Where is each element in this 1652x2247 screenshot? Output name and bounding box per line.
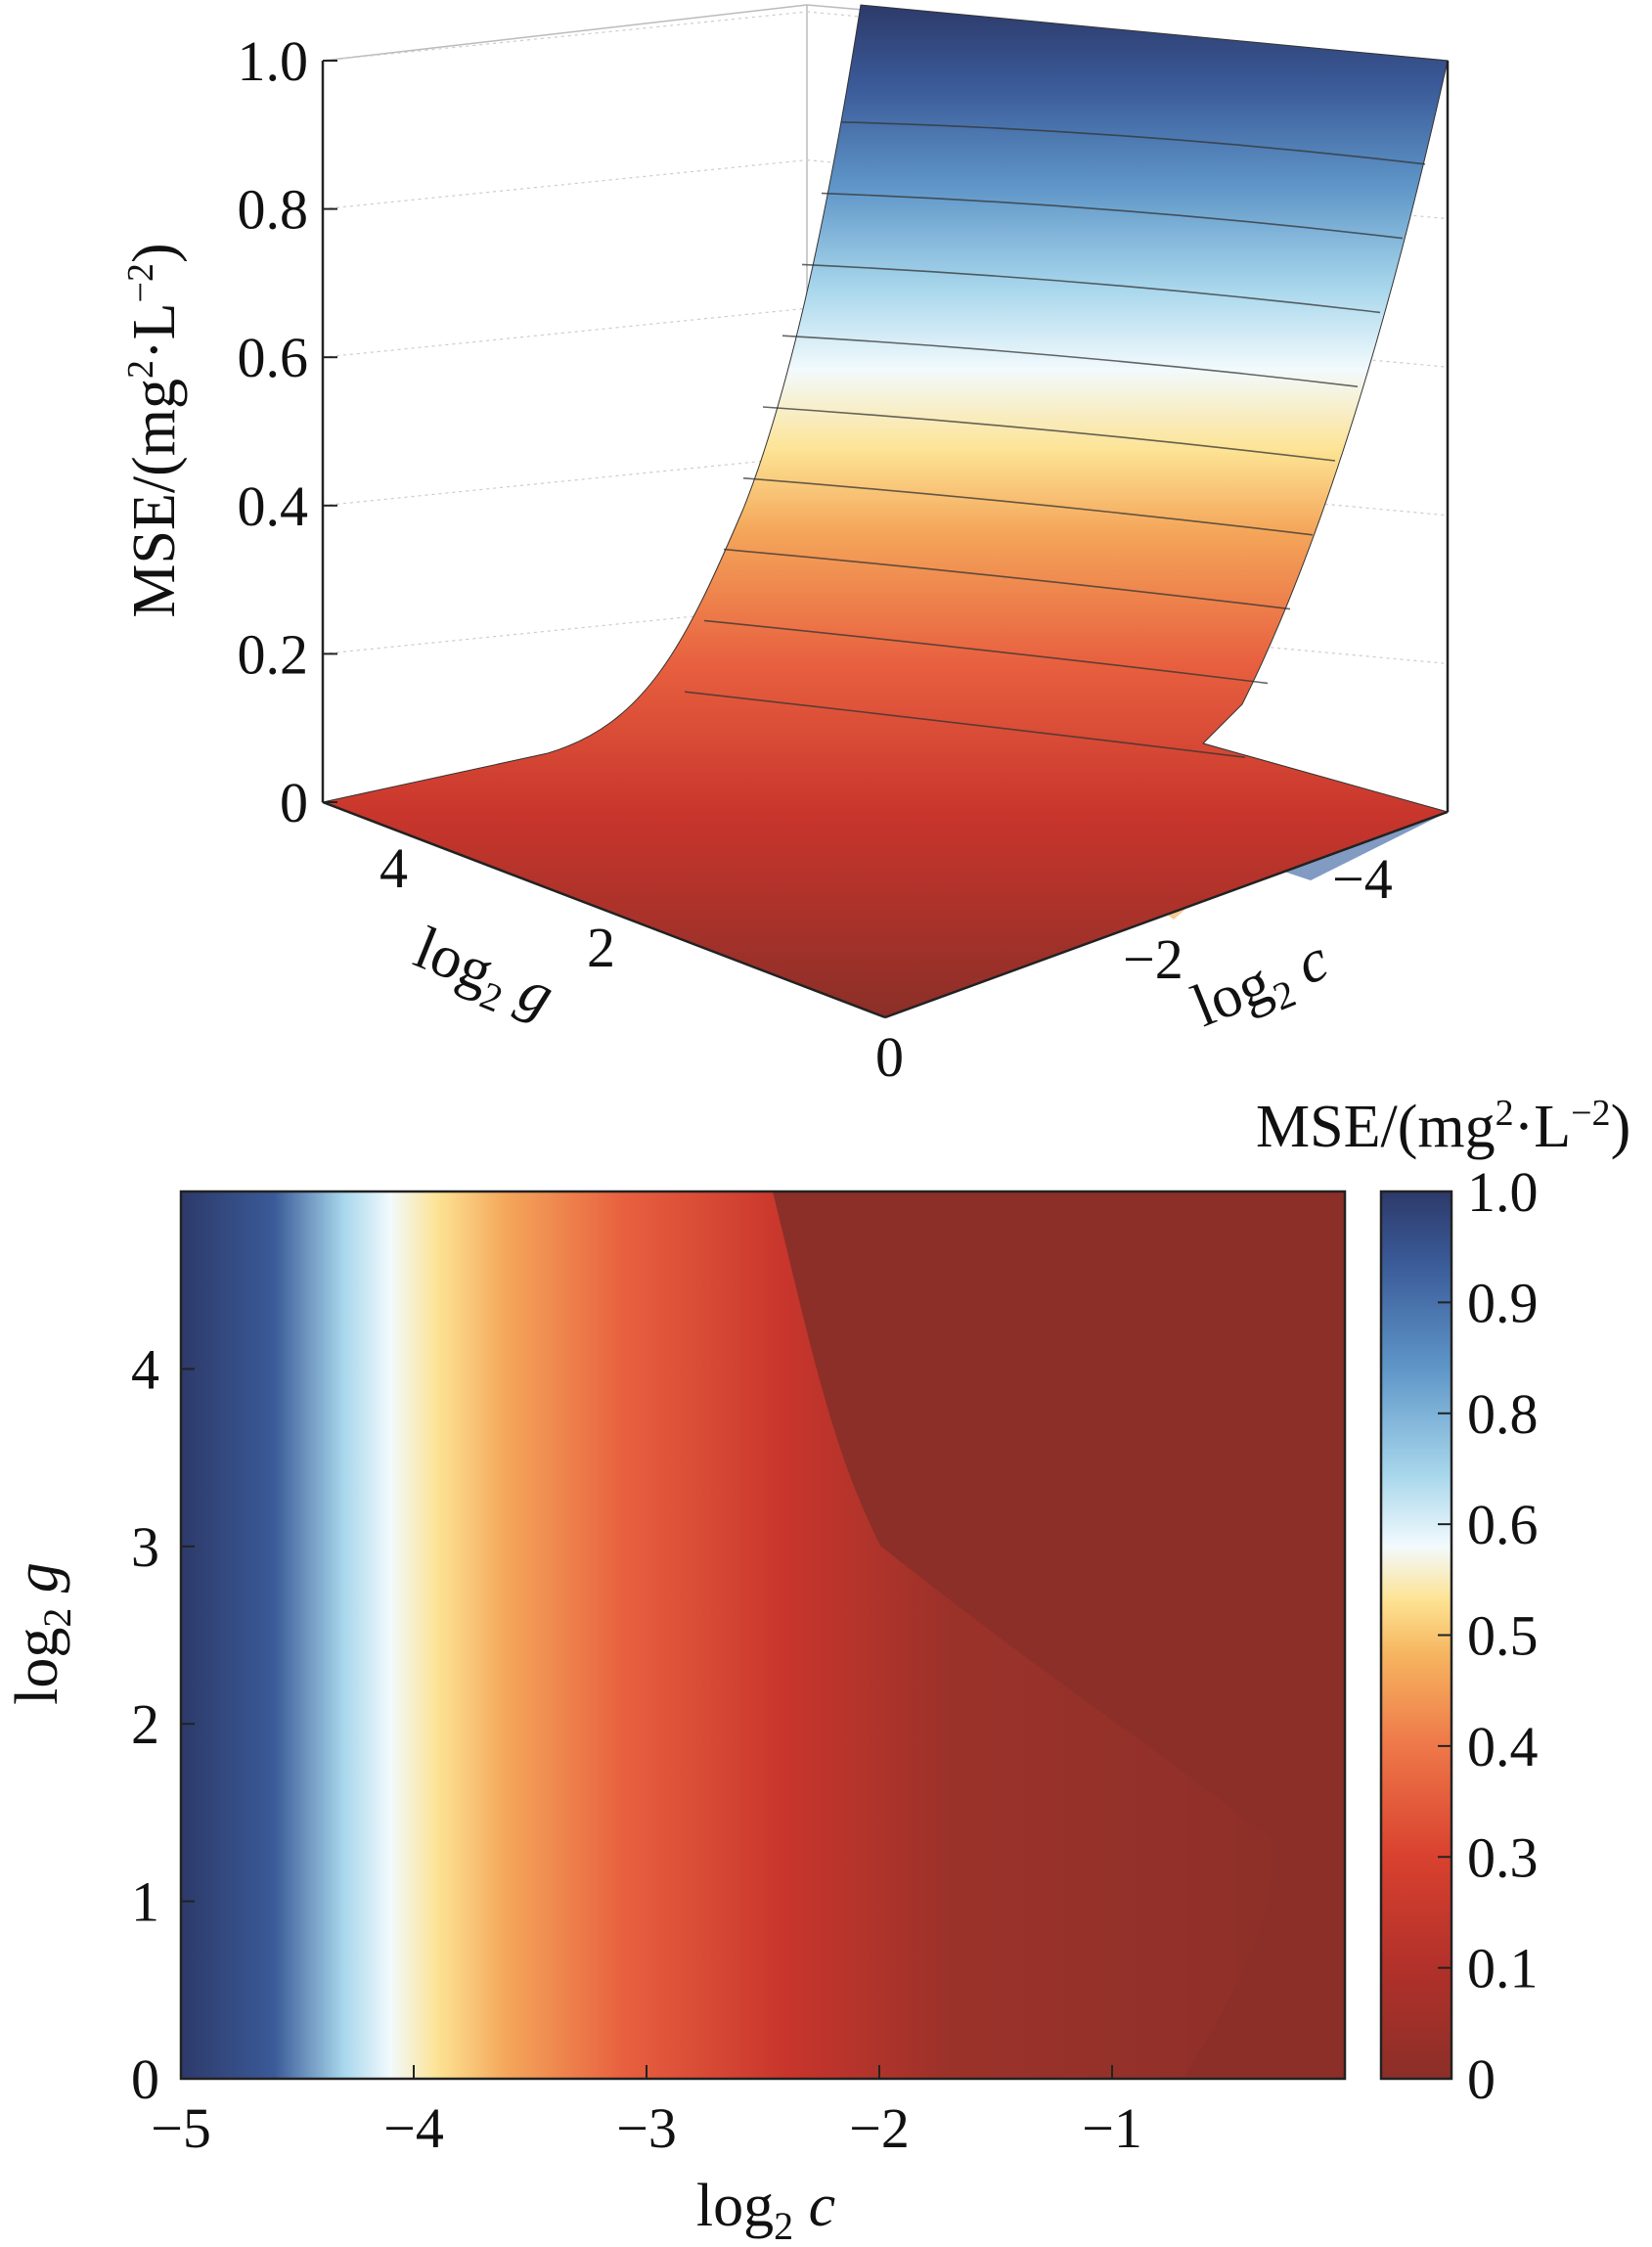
heatmap-x-ticks: −5 −4 −3 −2 −1 [151, 2065, 1142, 2160]
surface-contour-lines [684, 121, 1426, 758]
colorbar-tick-label: 0 [1467, 2047, 1496, 2111]
colorbar-tick-label: 0.1 [1467, 1937, 1539, 2000]
heatmap-frame [179, 1190, 1347, 2081]
mse-surface [321, 4, 1450, 1018]
y-axis-ticks: −4 −2 [1123, 847, 1393, 991]
surface-plot: 0 0.2 0.4 0.6 0.8 1.0 MSE/(mg2·L−2) 4 2 0 log… [120, 4, 1450, 1089]
z-gridline [322, 11, 808, 62]
z-tick-label: 0 [280, 771, 308, 834]
heatmap-y-ticks: 0 1 2 3 4 [131, 1337, 195, 2111]
surface-contour [821, 192, 1404, 240]
surface-contour [762, 406, 1336, 462]
x-tick-2: 2 [587, 916, 615, 979]
x-tick-4: 4 [380, 836, 408, 900]
surface-contour [742, 477, 1314, 536]
colorbar-tick-label: 0.9 [1467, 1271, 1539, 1334]
surface-contour [684, 691, 1246, 758]
y-axis-title: log2 c [1183, 926, 1341, 1049]
heatmap-y-tick-label: 1 [131, 1870, 159, 1934]
z-gridline [322, 307, 808, 358]
z-gridline [322, 456, 808, 507]
surface-contour [840, 121, 1426, 165]
surface-contour [703, 619, 1269, 685]
heatmap-y-tick-label: 2 [131, 1692, 159, 1756]
colorbar-tick-label: 1.0 [1467, 1160, 1539, 1224]
colorbar-tick-label: 0.3 [1467, 1825, 1539, 1889]
surface-contour [801, 263, 1381, 314]
z-axis-title: MSE/(mg2·L−2) [120, 243, 188, 617]
y-tick-minus4: −4 [1332, 847, 1393, 911]
heatmap-x-tick-label: −2 [849, 2096, 910, 2160]
x-axis-ticks: 4 2 0 [380, 836, 904, 1089]
z-gridline [806, 604, 1449, 664]
x-axis-title: log2 g [402, 915, 562, 1038]
colorbar-tick-label: 0.5 [1467, 1604, 1539, 1668]
colorbar-ticks: 0 0.1 0.3 0.4 0.5 0.6 0.8 0.9 1.0 [1438, 1160, 1539, 2111]
z-gridline [806, 456, 1449, 517]
colorbar-title: MSE/(mg2·L−2) [1256, 1093, 1630, 1160]
heatmap-x-tick-label: −3 [616, 2096, 677, 2160]
z-tick-label: 0.8 [238, 178, 309, 242]
z-tick-label: 1.0 [238, 29, 309, 93]
heatmap-y-tick-label: 4 [131, 1337, 159, 1401]
surface-contour [781, 335, 1359, 387]
surface-contour [723, 548, 1291, 610]
heatmap-plot: −5 −4 −3 −2 −1 0 1 2 3 4 log2 c log2 g 0 0.1 0.3 0.… [4, 1093, 1630, 2247]
heatmap-x-tick-label: −5 [151, 2096, 211, 2160]
z-axis-ticks: 0 0.2 0.4 0.6 0.8 1.0 [238, 29, 337, 834]
heatmap-y-tick-label: 3 [131, 1515, 159, 1579]
z-tick-label: 0.4 [238, 474, 309, 538]
heatmap-y-tick-label: 0 [131, 2047, 159, 2111]
y-tick-minus2: −2 [1123, 927, 1183, 991]
z-tick-label: 0.2 [238, 622, 309, 686]
x-tick-0: 0 [875, 1025, 904, 1089]
heatmap-x-tick-label: −4 [383, 2096, 444, 2160]
z-tick-label: 0.6 [238, 326, 309, 389]
heatmap-dark-region [773, 1191, 1345, 2079]
heatmap-x-tick-label: −1 [1082, 2096, 1142, 2160]
z-gridline [322, 159, 808, 210]
colorbar-tick-label: 0.4 [1467, 1715, 1539, 1778]
heatmap-y-title: log2 g [4, 1562, 79, 1705]
colorbar-tick-label: 0.8 [1467, 1382, 1539, 1446]
heatmap-x-title: log2 c [696, 2173, 835, 2247]
colorbar-tick-label: 0.6 [1467, 1493, 1539, 1556]
front-edges [321, 61, 1450, 1019]
